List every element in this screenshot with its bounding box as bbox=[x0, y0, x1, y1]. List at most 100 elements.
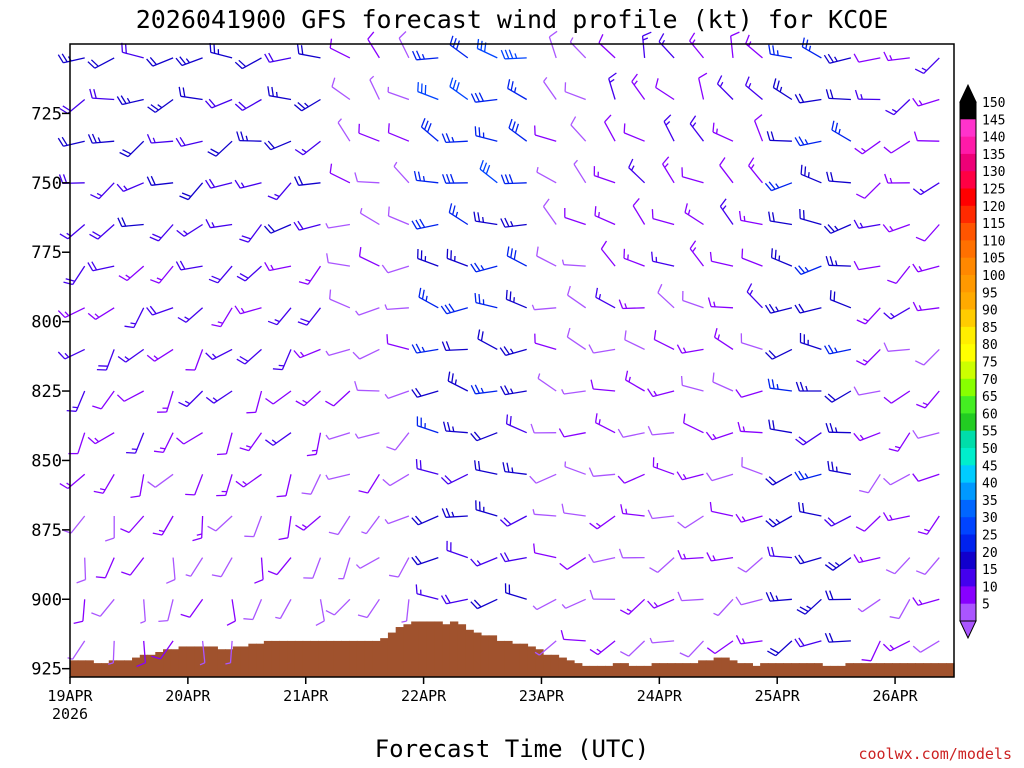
barb-flag bbox=[912, 597, 919, 606]
barb-staff bbox=[593, 388, 616, 392]
barb-flag bbox=[503, 517, 512, 525]
barb-staff bbox=[329, 47, 351, 59]
wind-barb bbox=[618, 299, 645, 310]
wind-barb bbox=[87, 133, 115, 144]
wind-barb bbox=[883, 51, 910, 62]
barb-flag bbox=[825, 423, 830, 433]
barb-staff bbox=[128, 515, 145, 533]
barb-flag bbox=[306, 453, 317, 457]
terrain-column bbox=[574, 663, 583, 677]
colorbar-label: 130 bbox=[982, 165, 1005, 180]
barb-flag bbox=[445, 341, 451, 351]
wind-barb bbox=[652, 457, 675, 475]
terrain-column bbox=[605, 665, 614, 677]
barb-flag bbox=[415, 515, 423, 524]
barb-flag bbox=[853, 53, 860, 63]
barb-half-flag bbox=[598, 419, 601, 425]
barb-flag bbox=[746, 283, 753, 293]
barb-half-flag bbox=[299, 351, 305, 357]
terrain-column bbox=[791, 663, 800, 677]
barb-flag bbox=[824, 519, 832, 527]
wind-barb bbox=[87, 432, 115, 445]
wind-barb bbox=[325, 390, 351, 407]
barb-half-flag bbox=[776, 50, 779, 56]
wind-barb bbox=[853, 554, 881, 564]
barb-flag bbox=[798, 136, 805, 146]
wind-barb bbox=[59, 473, 86, 490]
barb-half-flag bbox=[775, 595, 779, 601]
barb-flag bbox=[452, 38, 457, 48]
barb-flag bbox=[477, 461, 481, 471]
wind-barb bbox=[799, 333, 822, 351]
terrain-column bbox=[473, 632, 482, 677]
barb-staff bbox=[421, 126, 439, 142]
wind-barb bbox=[689, 240, 705, 267]
wind-barb bbox=[234, 98, 262, 111]
barb-staff bbox=[573, 163, 587, 184]
barb-staff bbox=[564, 91, 586, 101]
wind-barb bbox=[441, 341, 468, 352]
barb-half-flag bbox=[741, 638, 746, 644]
wind-barb bbox=[325, 432, 351, 440]
barb-flag bbox=[774, 249, 777, 260]
barb-flag bbox=[647, 509, 653, 519]
barb-flag bbox=[856, 193, 865, 199]
barb-staff bbox=[476, 432, 498, 442]
terrain-column bbox=[294, 640, 304, 677]
wind-barb bbox=[912, 473, 940, 482]
barb-flag bbox=[300, 45, 304, 55]
barb-flag bbox=[95, 576, 106, 579]
barb-staff bbox=[328, 473, 351, 481]
barb-flag bbox=[647, 425, 653, 436]
barb-staff bbox=[719, 164, 734, 184]
barb-flag bbox=[297, 220, 304, 230]
barb-staff bbox=[652, 217, 675, 226]
wind-barb bbox=[768, 211, 793, 226]
barb-flag bbox=[473, 211, 477, 222]
terrain-column bbox=[302, 640, 311, 677]
barb-flag bbox=[146, 58, 154, 67]
barb-staff bbox=[190, 557, 204, 577]
barb-flag bbox=[267, 570, 278, 576]
wind-barb bbox=[500, 174, 527, 185]
barb-half-flag bbox=[653, 390, 658, 396]
wind-barb bbox=[384, 390, 410, 400]
wind-barb bbox=[647, 598, 675, 609]
barb-staff bbox=[748, 165, 764, 184]
barb-flag bbox=[500, 218, 506, 228]
barb-staff bbox=[276, 182, 292, 201]
barb-flag bbox=[423, 120, 429, 130]
wind-barb bbox=[663, 114, 675, 142]
barb-half-flag bbox=[682, 347, 687, 353]
wind-barb bbox=[89, 224, 115, 240]
barb-half-flag bbox=[712, 433, 717, 439]
barb-staff bbox=[831, 390, 852, 403]
wind-barb bbox=[543, 77, 557, 100]
wind-barb bbox=[566, 285, 587, 309]
barb-staff bbox=[717, 83, 734, 100]
barb-flag bbox=[511, 121, 516, 131]
barb-flag bbox=[802, 210, 805, 220]
wind-barb bbox=[329, 289, 351, 309]
barb-staff bbox=[446, 549, 469, 559]
barb-flag bbox=[624, 330, 627, 340]
barb-staff bbox=[566, 557, 587, 570]
barb-flag bbox=[915, 570, 926, 576]
barb-flag bbox=[709, 251, 713, 262]
barb-staff bbox=[898, 598, 911, 619]
barb-staff bbox=[772, 515, 793, 528]
wind-barb bbox=[853, 432, 881, 442]
wind-barb bbox=[631, 73, 646, 100]
barb-staff bbox=[719, 206, 734, 225]
barb-half-flag bbox=[561, 389, 565, 395]
barb-flag bbox=[829, 423, 834, 433]
barb-flag bbox=[473, 599, 482, 608]
wind-barb bbox=[500, 385, 527, 396]
barb-staff bbox=[229, 640, 233, 663]
barb-staff bbox=[655, 86, 675, 101]
wind-barb bbox=[676, 471, 704, 481]
barb-half-flag bbox=[480, 387, 484, 394]
barb-flag bbox=[76, 578, 86, 584]
barb-staff bbox=[281, 349, 292, 370]
